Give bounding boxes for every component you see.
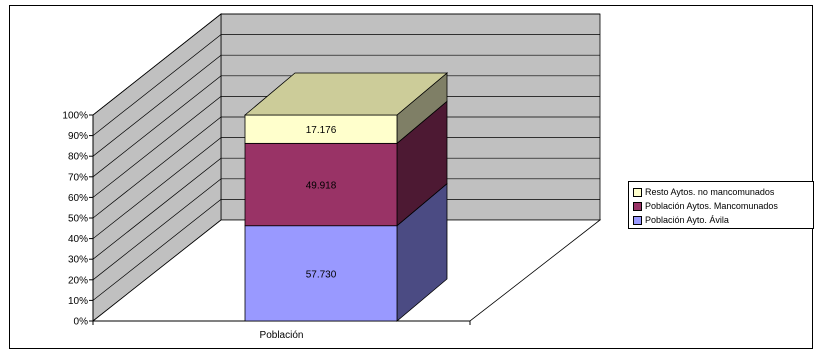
bar-top-resto	[243, 72, 449, 116]
legend-label-resto: Resto Aytos. no mancomunados	[645, 187, 775, 197]
gridline	[92, 116, 600, 219]
gridline	[92, 157, 600, 260]
y-tick-label: 50%	[68, 214, 88, 225]
legend-item-resto: Resto Aytos. no mancomunados	[633, 185, 813, 199]
y-tick-label: 30%	[68, 255, 88, 266]
data-label-mancomunados: 49.918	[306, 181, 337, 192]
chart-legend: Resto Aytos. no mancomunados Población A…	[628, 181, 814, 229]
gridline	[92, 75, 600, 178]
data-label-avila: 57.730	[306, 269, 337, 280]
y-tick-label: 90%	[68, 131, 88, 142]
gridline	[92, 178, 600, 281]
gridline	[92, 199, 600, 301]
y-tick-label: 20%	[68, 275, 88, 286]
y-tick-label: 70%	[68, 172, 88, 183]
legend-swatch-resto	[633, 187, 642, 197]
bar-segment-mancomunados	[244, 142, 398, 227]
x-category-label: Población	[260, 330, 304, 341]
legend-swatch-avila	[633, 215, 642, 225]
legend-label-mancomunados: Población Aytos. Mancomunados	[645, 201, 778, 211]
bar-segment-resto	[244, 114, 398, 144]
data-label-resto: 17.176	[306, 125, 337, 136]
legend-item-mancomunados: Población Aytos. Mancomunados	[633, 199, 813, 213]
y-tick-label: 0%	[74, 317, 89, 328]
gridline	[92, 54, 600, 157]
bar-segment-avila	[244, 225, 398, 322]
gridline	[92, 137, 600, 239]
y-tick-label: 60%	[68, 193, 88, 204]
y-tick-label: 40%	[68, 234, 88, 245]
gridline	[92, 13, 600, 116]
gridline	[92, 96, 600, 198]
y-tick-label: 10%	[68, 296, 88, 307]
legend-label-avila: Población Ayto. Ávila	[645, 215, 729, 225]
legend-swatch-mancomunados	[633, 201, 642, 211]
y-tick-label: 100%	[62, 111, 88, 122]
y-tick-label: 80%	[68, 152, 88, 163]
legend-item-avila: Población Ayto. Ávila	[633, 213, 813, 227]
gridline	[92, 34, 600, 136]
